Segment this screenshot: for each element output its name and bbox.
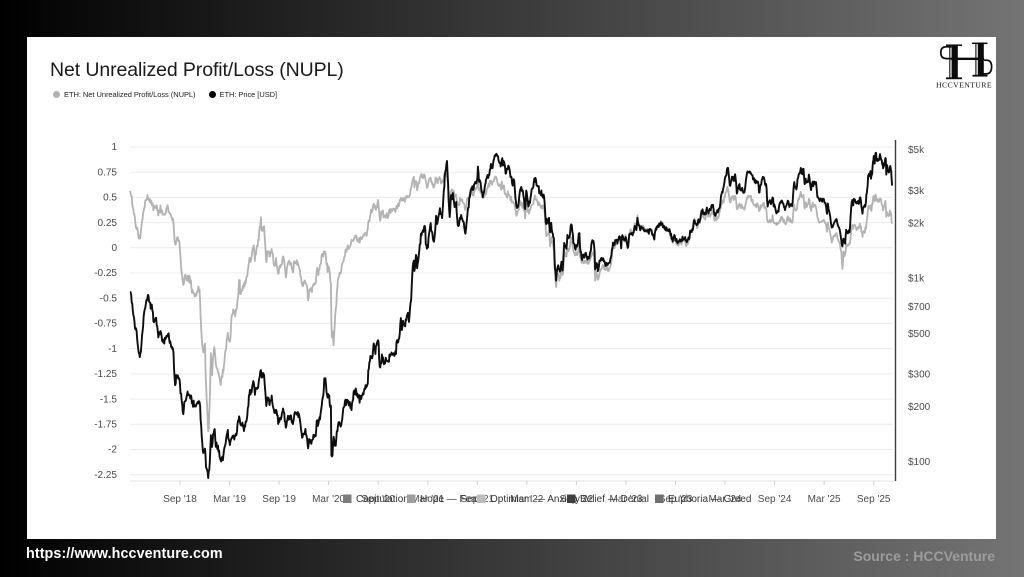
svg-text:Sep '24: Sep '24	[758, 494, 792, 505]
svg-text:Sep '20: Sep '20	[361, 494, 395, 505]
svg-text:Euphoria — Greed: Euphoria — Greed	[668, 494, 751, 505]
svg-text:Sep '19: Sep '19	[262, 494, 296, 505]
svg-text:Hope — Fear: Hope — Fear	[420, 494, 481, 505]
svg-text:0.5: 0.5	[103, 193, 117, 204]
svg-text:Sep '22: Sep '22	[560, 494, 594, 505]
svg-text:Mar '19: Mar '19	[213, 494, 246, 505]
svg-text:Sep '18: Sep '18	[163, 494, 197, 505]
svg-text:Mar '24: Mar '24	[708, 494, 741, 505]
svg-text:-1.5: -1.5	[100, 394, 118, 405]
svg-text:Mar '22: Mar '22	[510, 494, 543, 505]
svg-text:HCCVENTURE: HCCVENTURE	[936, 81, 992, 90]
svg-text:Sep '23: Sep '23	[659, 494, 693, 505]
svg-text:0.75: 0.75	[98, 167, 118, 178]
svg-text:-0.5: -0.5	[100, 293, 118, 304]
svg-text:Optimism — Anxiety: Optimism — Anxiety	[490, 494, 580, 505]
svg-text:-1.75: -1.75	[94, 420, 117, 431]
svg-text:Sep '25: Sep '25	[857, 494, 891, 505]
svg-text:Mar '20: Mar '20	[312, 494, 345, 505]
svg-text:0.25: 0.25	[98, 218, 118, 229]
svg-text:0: 0	[111, 243, 117, 254]
svg-text:$700: $700	[908, 302, 931, 313]
svg-text:$1k: $1k	[908, 274, 925, 285]
svg-text:-2: -2	[108, 445, 117, 456]
svg-text:-1.25: -1.25	[94, 369, 117, 380]
svg-text:$3k: $3k	[908, 186, 925, 197]
svg-text:-0.75: -0.75	[94, 319, 117, 330]
svg-text:-1: -1	[108, 344, 117, 355]
svg-text:$300: $300	[908, 370, 931, 381]
svg-text:1: 1	[111, 142, 117, 153]
svg-text:Mar '23: Mar '23	[609, 494, 642, 505]
svg-text:$100: $100	[908, 457, 931, 468]
svg-text:$2k: $2k	[908, 218, 925, 229]
svg-text:-0.25: -0.25	[94, 268, 117, 279]
svg-text:Belief — Denial: Belief — Denial	[580, 494, 649, 505]
svg-text:-2.25: -2.25	[94, 470, 117, 481]
svg-text:Mar '25: Mar '25	[808, 494, 841, 505]
svg-text:$500: $500	[908, 329, 931, 340]
svg-text:Mar '21: Mar '21	[411, 494, 444, 505]
svg-text:Capitulation: Capitulation	[356, 494, 409, 505]
svg-text:$5k: $5k	[908, 145, 925, 156]
svg-text:$200: $200	[908, 402, 931, 413]
